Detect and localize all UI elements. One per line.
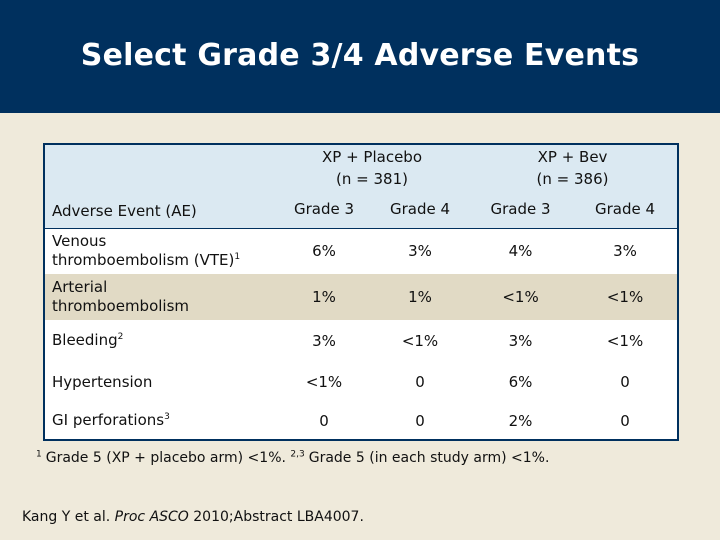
table-cell: 0 — [573, 402, 680, 441]
table-cell: 1% — [408, 287, 432, 306]
table-cell: 3% — [508, 331, 533, 350]
table-cell: 0 — [372, 402, 469, 441]
table-cell: <1% — [401, 331, 439, 350]
row-label: Hypertension — [43, 361, 276, 403]
table-cell: 3% — [312, 331, 336, 350]
table-cell: 0 — [276, 402, 372, 441]
column-header-grade: Grade 3 — [276, 190, 372, 229]
table-cell: 6% — [508, 373, 533, 391]
citation: Kang Y et al. Proc ASCO 2010;Abstract LB… — [22, 509, 364, 525]
adverse-events-table: Adverse Event (AE) XP + Placebo (n = 381… — [43, 143, 680, 441]
column-header-grade: Grade 4 — [573, 190, 680, 229]
table-row: GI perforations3 0 0 2% 0 — [43, 402, 680, 441]
title-bar: Select Grade 3/4 Adverse Events — [0, 0, 720, 113]
column-header-grade: Grade 3 — [468, 190, 574, 229]
table-cell: 0 — [573, 361, 680, 403]
table-row: Bleeding2 3% <1% 3% <1% — [43, 319, 680, 362]
table-cell: <1% — [573, 319, 680, 362]
row-label: Bleeding2 — [43, 319, 276, 362]
table-row: Venous thromboembolism (VTE)1 6% 3% 4% 3% — [43, 228, 680, 274]
footnote: 1 Grade 5 (XP + placebo arm) <1%. 2,3 Grad… — [36, 449, 550, 466]
column-header-grade: Grade 4 — [372, 190, 469, 229]
row-label: Arterial thromboembolism — [43, 273, 276, 320]
journal-name: Proc ASCO — [114, 509, 189, 525]
table-cell: 6% — [312, 242, 336, 261]
table-cell: 3% — [573, 228, 680, 274]
table-cell: <1% — [305, 373, 343, 391]
row-label: GI perforations3 — [43, 402, 276, 441]
table-cell: 3% — [408, 242, 432, 261]
table-group-header-row: Adverse Event (AE) XP + Placebo (n = 381… — [43, 143, 680, 229]
group-name: XP + Bev — [537, 147, 608, 166]
slide-title: Select Grade 3/4 Adverse Events — [80, 38, 640, 73]
table-row: Arterial thromboembolism 1% 1% <1% <1% — [43, 273, 680, 320]
group-n: (n = 386) — [536, 169, 609, 188]
group-name: XP + Placebo — [322, 147, 423, 166]
table-cell: <1% — [573, 273, 680, 320]
table-cell: 1% — [312, 287, 336, 306]
table-grade-header-row: Grade 3 Grade 4 Grade 3 Grade 4 — [44, 190, 680, 229]
table-cell: 2% — [468, 402, 574, 441]
table-cell: 0 — [415, 373, 425, 391]
column-header-adverse-event: Adverse Event (AE) — [43, 143, 276, 229]
column-group-xp-bev: XP + Bev (n = 386) — [468, 143, 680, 190]
row-label: Venous thromboembolism (VTE)1 — [43, 228, 276, 274]
table-cell: <1% — [502, 287, 539, 306]
table-row: Hypertension <1% 0 6% 0 — [43, 361, 680, 403]
group-n: (n = 381) — [336, 169, 408, 188]
column-group-xp-placebo: XP + Placebo (n = 381) — [276, 143, 469, 190]
table-cell: 4% — [508, 242, 533, 261]
